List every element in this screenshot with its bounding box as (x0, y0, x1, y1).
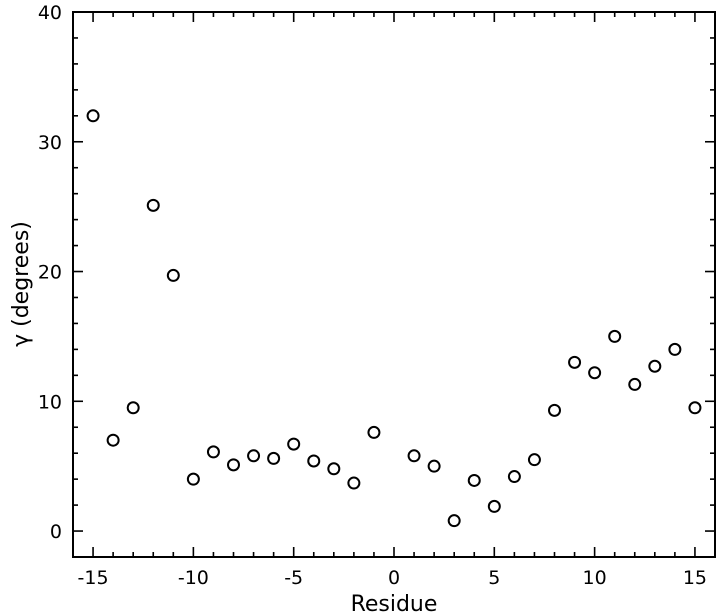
data-point (527, 453, 541, 467)
data-point (688, 401, 702, 415)
plot-frame (72, 11, 716, 558)
data-point (166, 268, 180, 282)
y-axis-title: γ (degrees) (9, 221, 34, 347)
data-point (186, 472, 200, 486)
data-point (507, 470, 521, 484)
data-point (668, 342, 682, 356)
y-tick-label: 10 (38, 391, 62, 413)
data-points (86, 109, 702, 528)
x-tick-label: 10 (583, 567, 607, 589)
data-point (126, 401, 140, 415)
data-point (447, 514, 461, 528)
data-point (327, 462, 341, 476)
data-point (608, 329, 622, 343)
x-tick-label: 5 (488, 567, 500, 589)
y-tick-label: 30 (38, 132, 62, 154)
x-axis-ticks: -15 -10 -5 0 5 10 15 (72, 12, 716, 589)
data-point (568, 355, 582, 369)
data-point (347, 476, 361, 490)
data-point (548, 403, 561, 417)
data-point (628, 377, 642, 391)
data-point (588, 366, 602, 380)
y-tick-label: 40 (38, 2, 62, 24)
x-tick-label: 15 (683, 567, 707, 589)
data-point (467, 473, 481, 487)
x-tick-label: -5 (284, 567, 303, 589)
data-point (307, 454, 321, 468)
data-point (407, 449, 421, 463)
data-point (487, 499, 501, 513)
x-tick-label: -10 (178, 567, 209, 589)
x-axis-title: Residue (351, 592, 438, 614)
data-point (287, 437, 301, 451)
x-tick-label: 0 (388, 567, 400, 589)
data-point (648, 359, 662, 373)
y-axis-ticks: 0 10 20 30 40 (38, 2, 715, 543)
data-point (427, 459, 441, 473)
y-tick-label: 0 (50, 521, 62, 543)
data-point (206, 445, 220, 459)
data-point (146, 198, 160, 212)
y-tick-label: 20 (38, 262, 62, 284)
data-point (247, 449, 261, 463)
data-point (267, 451, 281, 465)
data-point (106, 433, 120, 447)
x-tick-label: -15 (78, 567, 109, 589)
data-point (227, 458, 240, 472)
data-point (367, 425, 381, 439)
data-point (86, 109, 100, 123)
